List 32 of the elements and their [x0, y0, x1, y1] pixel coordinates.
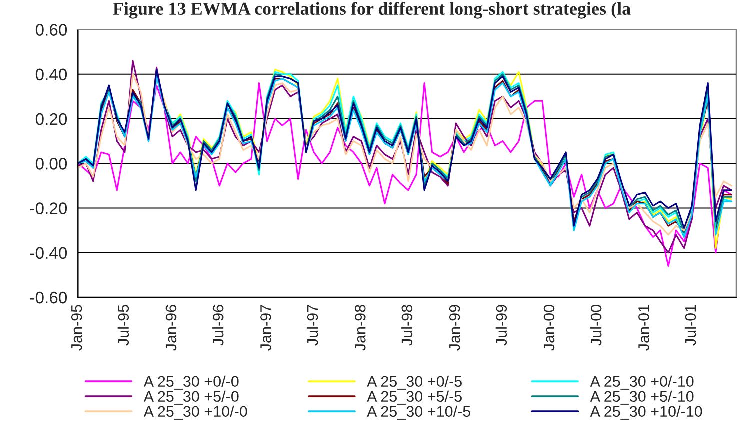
x-tick-label: Jul-01: [684, 305, 696, 346]
legend-label: A 25_30 +10/-5: [367, 406, 470, 420]
x-tick-label: Jan-00: [544, 305, 555, 351]
legend-label: A 25_30 +0/-0: [144, 376, 239, 390]
x-tick-label: Jul-98: [401, 305, 413, 346]
y-tick-label: 0.00: [36, 158, 68, 170]
x-tick-label: Jan-97: [260, 305, 272, 351]
chart-title: Figure 13 EWMA correlations for different long-short strategies (la: [113, 2, 631, 19]
legend-label: A 25_30 +0/-5: [367, 376, 462, 390]
legend-label: A 25_30 +10/-0: [144, 406, 248, 420]
y-tick-label: 0.20: [36, 113, 68, 126]
x-tick-label: Jul-96: [212, 305, 224, 346]
x-tick-label: Jan-01: [638, 305, 650, 351]
legend-label: A 25_30 +5/-5: [367, 390, 462, 405]
x-tick-label: Jan-96: [166, 305, 177, 351]
legend-label: A 25_30 +5/-0: [144, 390, 239, 405]
x-tick-label: Jan-98: [354, 305, 366, 351]
x-tick-label: Jul-00: [590, 305, 602, 346]
y-tick-label: -0.40: [30, 247, 68, 260]
y-tick-label: -0.60: [30, 292, 68, 304]
x-tick-label: Jan-95: [71, 305, 82, 351]
x-tick-label: Jul-97: [306, 305, 318, 346]
x-tick-label: Jan-99: [449, 305, 460, 351]
y-tick-label: 0.60: [36, 24, 68, 36]
legend-label: A 25_30 +0/-10: [590, 376, 694, 390]
y-tick-label: -0.20: [30, 202, 68, 214]
x-tick-label: Jul-99: [496, 305, 508, 346]
line-series: [78, 82, 732, 268]
legend-label: A 25_30 +10/-10: [590, 406, 702, 420]
x-tick-label: Jul-95: [118, 305, 130, 346]
y-tick-label: 0.40: [36, 68, 68, 81]
legend-label: A 25_30 +5/-10: [590, 390, 694, 405]
